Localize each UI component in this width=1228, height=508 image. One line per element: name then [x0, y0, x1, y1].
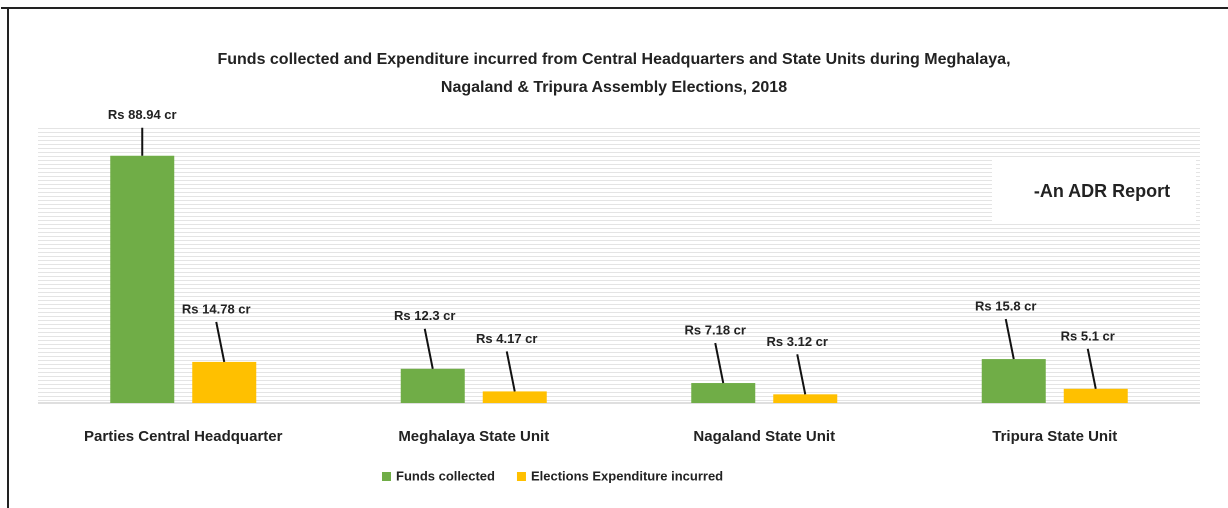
- x-tick-label: Parties Central Headquarter: [84, 428, 283, 445]
- leader-line: [215, 321, 226, 363]
- annotation: -An ADR Report: [1034, 181, 1170, 201]
- value-label: Rs 3.12 cr: [767, 334, 828, 349]
- x-tick-label: Meghalaya State Unit: [398, 428, 549, 445]
- bar: [691, 383, 756, 403]
- bar: [400, 368, 465, 403]
- legend-swatch: [516, 472, 526, 481]
- leader-line: [423, 328, 434, 370]
- bar: [981, 359, 1046, 403]
- bar: [482, 391, 547, 403]
- legend-swatch: [382, 472, 391, 481]
- bar: [1063, 388, 1128, 403]
- bar: [192, 361, 257, 403]
- chart-title: Funds collected and Expenditure incurred…: [217, 51, 1010, 68]
- legend-label: Funds collected: [396, 468, 495, 483]
- leader-line: [505, 351, 516, 392]
- leader-line: [1086, 348, 1097, 390]
- leader-line: [714, 342, 725, 384]
- value-label: Rs 4.17 cr: [476, 331, 537, 346]
- x-tick-label: Tripura State Unit: [992, 428, 1117, 445]
- x-tick-label: Nagaland State Unit: [693, 428, 835, 445]
- bar: [110, 155, 175, 403]
- value-label: Rs 12.3 cr: [394, 308, 455, 323]
- value-label: Rs 5.1 cr: [1061, 328, 1115, 343]
- value-label: Rs 7.18 cr: [685, 322, 746, 337]
- leader-line: [1004, 318, 1015, 360]
- annotation-box: [992, 160, 1196, 222]
- bar: [773, 394, 838, 403]
- value-label: Rs 14.78 cr: [182, 301, 251, 316]
- legend-label: Elections Expenditure incurred: [531, 468, 723, 483]
- value-label: Rs 15.8 cr: [975, 299, 1036, 314]
- chart-title: Nagaland & Tripura Assembly Elections, 2…: [441, 79, 787, 96]
- leader-line: [796, 354, 807, 395]
- value-label: Rs 88.94 cr: [108, 107, 177, 122]
